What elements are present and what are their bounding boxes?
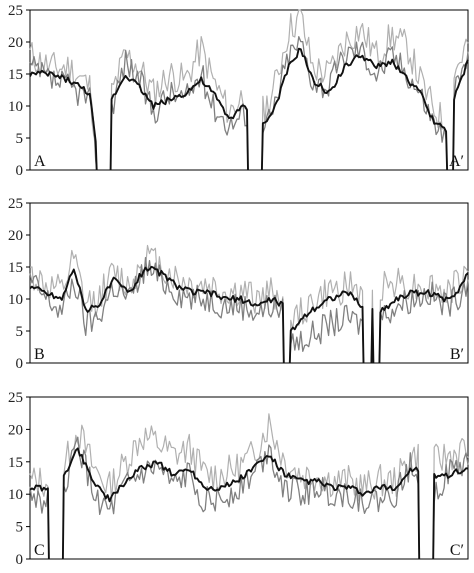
y-tick-label: 25 — [8, 3, 23, 19]
series-bold-line — [432, 467, 469, 560]
y-tick-label: 20 — [8, 422, 23, 438]
panel-B: 0 5 10 15 20 25 B B′ — [8, 196, 469, 372]
panel-end-label: B′ — [450, 346, 464, 363]
panel-start-label: C — [34, 542, 45, 559]
y-tick-label: 5 — [16, 520, 24, 536]
series-light-line — [452, 38, 469, 171]
series-light-line — [289, 271, 365, 364]
series-dark-line — [378, 279, 469, 364]
y-tick-label: 0 — [16, 356, 24, 372]
series-light-line — [62, 413, 420, 560]
series-dark-line — [432, 452, 469, 560]
panel-C: 0 5 10 15 20 25 C C′ — [8, 390, 469, 568]
series-dark-line — [289, 304, 365, 364]
y-tick-label: 15 — [8, 455, 23, 471]
y-tick-label: 0 — [16, 163, 24, 179]
series-dark-line — [29, 486, 50, 560]
y-tick-label: 5 — [16, 131, 24, 147]
y-tick-label: 15 — [8, 260, 23, 276]
series-light-line — [432, 438, 469, 560]
series-bold-line — [288, 290, 365, 364]
y-tick-label: 20 — [8, 35, 23, 51]
panel-A: 0 5 10 15 20 25 A A′ — [8, 3, 469, 179]
y-tick-label: 0 — [16, 552, 24, 568]
series-light-line — [110, 36, 249, 171]
series-light-line — [261, 9, 448, 171]
series-bold-line — [29, 484, 50, 560]
series-bold-line — [370, 307, 375, 364]
series-dark-line — [29, 55, 98, 171]
y-tick-label: 20 — [8, 228, 23, 244]
panel-start-label: A — [34, 153, 46, 170]
series-bold-line — [378, 272, 469, 364]
y-tick-label: 25 — [8, 390, 23, 406]
series-light-line — [29, 467, 50, 560]
series-bold-line — [452, 59, 469, 171]
y-tick-label: 25 — [8, 196, 23, 212]
series-bold-line — [260, 47, 449, 171]
y-tick-label: 15 — [8, 67, 23, 83]
series-bold-line — [61, 447, 421, 560]
y-tick-label: 10 — [8, 99, 23, 115]
series-light-line — [29, 42, 98, 171]
y-tick-label: 10 — [8, 292, 23, 308]
series-dark-line — [109, 50, 249, 171]
panel-frame — [29, 9, 469, 171]
series-dark-line — [29, 256, 285, 364]
series-bold-line — [29, 69, 98, 171]
panel-end-label: A′ — [449, 153, 464, 170]
series-bold-line — [29, 265, 285, 364]
series-dark-line — [62, 436, 420, 560]
y-tick-label: 5 — [16, 324, 24, 340]
series-bold-line — [109, 74, 249, 171]
panel-frame — [29, 396, 469, 560]
panel-end-label: C′ — [450, 542, 464, 559]
y-tick-label: 10 — [8, 487, 23, 503]
panel-start-label: B — [34, 346, 45, 363]
